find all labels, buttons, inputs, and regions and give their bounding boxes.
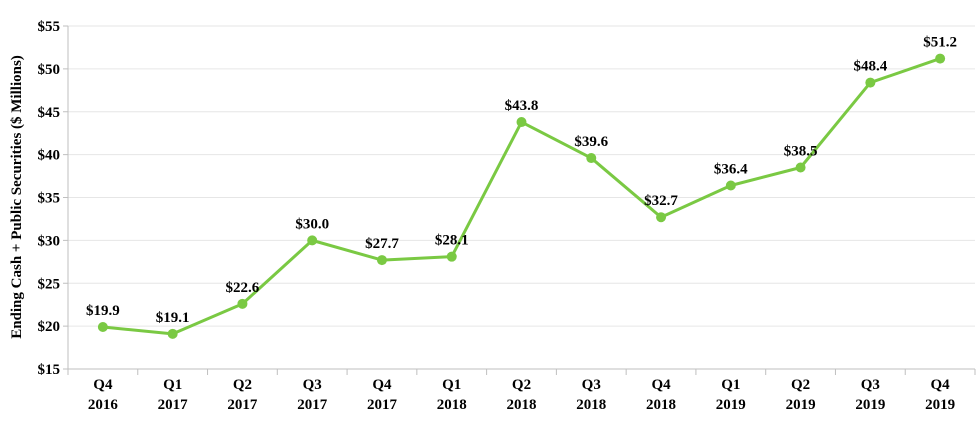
data-point	[935, 53, 946, 64]
data-label: $28.1	[435, 233, 469, 249]
x-tick-label: Q2	[512, 377, 531, 393]
x-tick-label-year: 2018	[507, 397, 537, 413]
data-labels: $19.9 $19.1 $22.6 $30.0 $27.7 $28.1 $43.8 $39.6…	[86, 35, 957, 326]
x-tick-label: Q4	[372, 377, 392, 393]
data-label: $22.6	[226, 280, 260, 296]
x-tick-label: Q1	[442, 377, 461, 393]
y-tick-label: $45	[38, 105, 61, 121]
x-tick-label: Q1	[721, 377, 740, 393]
x-tick-label-year: 2019	[925, 397, 955, 413]
data-point	[865, 77, 876, 88]
data-point	[237, 298, 248, 309]
data-label: $38.5	[784, 143, 818, 159]
series-cash	[97, 53, 946, 339]
x-tick-label: Q2	[233, 377, 252, 393]
data-label: $30.0	[295, 216, 329, 232]
x-tick-label: Q1	[163, 377, 182, 393]
y-axis-title: Ending Cash + Public Securities ($ Milli…	[9, 55, 25, 339]
data-label: $43.8	[505, 98, 539, 114]
data-label: $36.4	[714, 161, 748, 177]
x-tick-label-year: 2019	[786, 397, 816, 413]
data-label: $48.4	[853, 59, 887, 75]
x-tick-label-year: 2019	[855, 397, 885, 413]
x-tick-label-year: 2017	[158, 397, 189, 413]
x-tick-label: Q4	[931, 377, 951, 393]
x-tick-label: Q4	[93, 377, 113, 393]
x-tick-label-year: 2019	[716, 397, 746, 413]
data-point	[446, 251, 457, 262]
x-tick-label-year: 2016	[88, 397, 119, 413]
data-point	[307, 235, 318, 246]
data-label: $32.7	[644, 193, 678, 209]
data-point	[656, 212, 667, 223]
data-point	[795, 162, 806, 173]
x-tick-label-year: 2017	[367, 397, 398, 413]
x-tick-label: Q3	[582, 377, 601, 393]
data-point	[376, 255, 387, 266]
x-tick-label-year: 2017	[297, 397, 328, 413]
x-tick-label-year: 2018	[576, 397, 606, 413]
data-label: $51.2	[923, 35, 957, 51]
y-tick-label: $15	[38, 362, 61, 378]
data-point	[97, 321, 108, 332]
axes	[63, 25, 976, 375]
gridlines	[68, 25, 975, 327]
y-tick-label: $25	[38, 276, 61, 292]
y-tick-label: $40	[38, 148, 61, 164]
data-point	[586, 153, 597, 164]
y-tick-label: $20	[38, 319, 61, 335]
data-label: $27.7	[365, 236, 399, 252]
y-tick-label: $55	[38, 19, 61, 35]
y-tick-labels: $15 $20 $25 $30 $35 $40 $45 $50 $55	[38, 19, 61, 378]
y-tick-label: $50	[38, 62, 61, 78]
data-label: $19.1	[156, 310, 190, 326]
y-tick-label: $35	[38, 191, 61, 207]
x-tick-label: Q3	[861, 377, 880, 393]
data-point	[167, 328, 178, 339]
data-point	[725, 180, 736, 191]
x-tick-labels: Q4 2016 Q1 2017 Q2 2017 Q3 2017 Q4 2017 Q1 2018 Q2 20…	[88, 377, 955, 413]
y-tick-label: $30	[38, 233, 61, 249]
x-tick-label-year: 2018	[437, 397, 467, 413]
data-point	[516, 117, 527, 128]
x-tick-label: Q2	[791, 377, 810, 393]
x-tick-label-year: 2018	[646, 397, 676, 413]
x-tick-label: Q3	[303, 377, 322, 393]
x-tick-label: Q4	[651, 377, 671, 393]
data-label: $39.6	[574, 134, 608, 150]
x-tick-label-year: 2017	[227, 397, 258, 413]
data-label: $19.9	[86, 303, 120, 319]
